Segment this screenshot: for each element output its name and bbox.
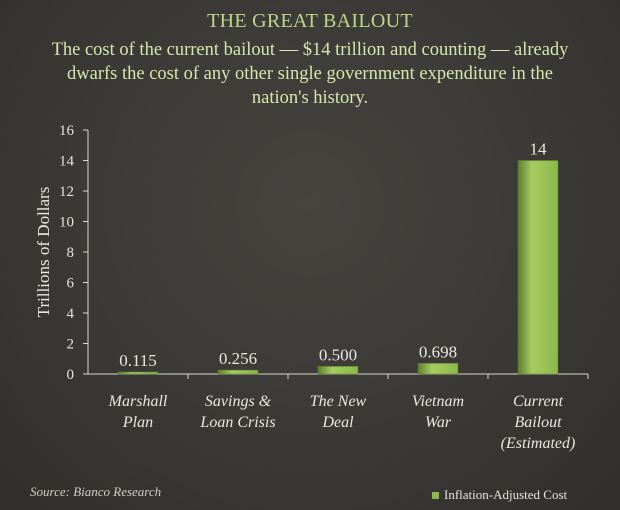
chart-title: THE GREAT BAILOUT [207, 10, 413, 32]
chart-subtitle: The cost of the current bailout — $14 tr… [51, 40, 569, 108]
data-label: 14 [530, 140, 548, 159]
data-label: 0.698 [419, 342, 457, 361]
bar [417, 363, 459, 375]
y-tick-label: 8 [67, 245, 75, 261]
y-tick-label: 2 [67, 337, 75, 353]
category-label: Current Bailout (Estimated) [501, 393, 576, 452]
data-label: 0.256 [219, 349, 257, 368]
data-label: 0.500 [319, 345, 357, 364]
bar [517, 160, 559, 375]
legend-swatch [432, 491, 439, 499]
y-axis-title: Trillions of Dollars [34, 187, 53, 318]
legend: Inflation-Adjusted Cost [432, 487, 567, 503]
bar-chart: 0 2 4 6 8 10 12 14 16 Trillions of Dollars 0.115 Ma… [34, 123, 589, 452]
y-tick-label: 12 [59, 184, 74, 200]
y-tick-label: 14 [59, 154, 75, 170]
bar [117, 371, 159, 375]
source-note: Source: Bianco Research [30, 484, 162, 499]
y-tick-label: 6 [67, 276, 75, 292]
data-label: 0.115 [119, 351, 157, 370]
category-label: The New Deal [310, 393, 367, 431]
y-tick-label: 10 [59, 215, 74, 231]
y-tick-label: 0 [67, 367, 75, 383]
category-label: Marshall Plan [108, 393, 168, 431]
bar [217, 369, 259, 375]
legend-label: Inflation-Adjusted Cost [444, 487, 568, 502]
y-tick-label: 4 [67, 306, 75, 322]
y-tick-label: 16 [59, 123, 75, 139]
category-label: Vietnam War [412, 393, 464, 431]
category-label: Savings & Loan Crisis [199, 393, 275, 431]
bar [317, 366, 359, 375]
